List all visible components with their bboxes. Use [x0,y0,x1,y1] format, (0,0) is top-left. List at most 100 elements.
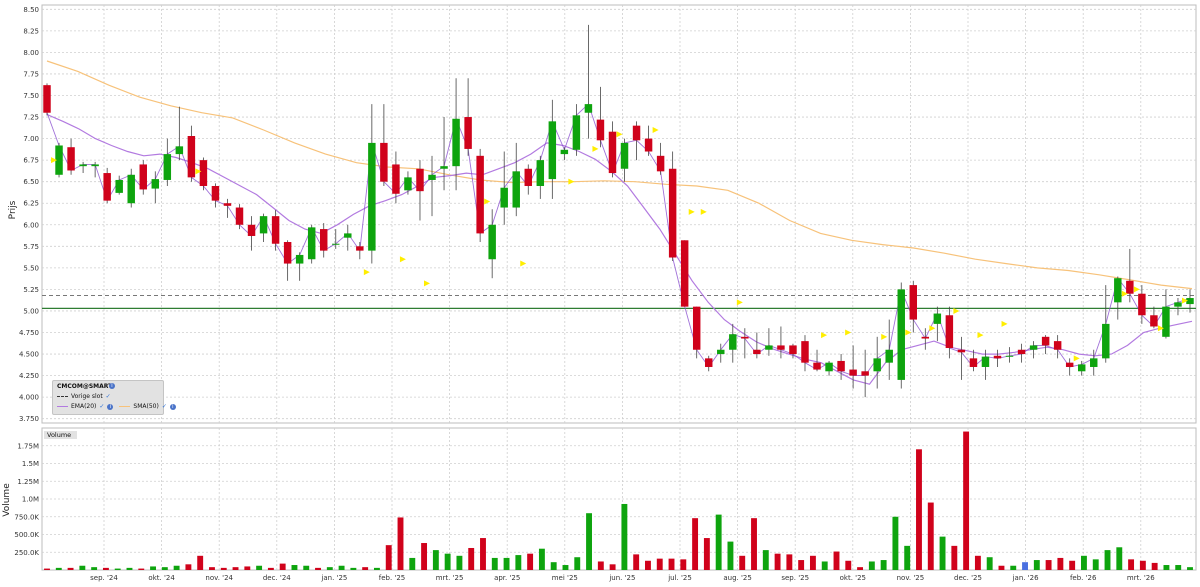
volume-bar [256,565,263,570]
volume-bar [692,518,699,570]
signal-marker [700,208,707,215]
price-y-tick: 6.50 [23,178,39,186]
volume-y-tick: 1.5M [22,460,39,468]
candle-body [488,224,496,260]
candle-body [1162,306,1170,337]
candle-body [777,345,785,350]
settings-icon[interactable]: i [107,403,114,410]
signal-marker [616,131,623,138]
volume-grid [41,427,1197,571]
volume-bar [562,565,569,570]
volume-bar [279,563,286,570]
candle-body [295,254,304,264]
candle-body [223,203,232,206]
price-y-tick: 8.50 [23,6,39,14]
candle-body [1102,323,1110,359]
candle-body [560,149,569,155]
signal-marker [1073,355,1080,362]
volume-bar [150,566,156,570]
info-icon[interactable]: i [109,383,115,389]
x-tick-label: okt. '25 [840,574,866,582]
volume-bar [338,565,345,570]
candle-body [151,179,160,189]
volume-bar [739,555,746,570]
volume-bar [656,558,663,570]
candle-body [969,358,978,367]
volume-bar [1022,562,1028,570]
volume-bar [1033,560,1040,570]
candle-body [235,207,244,225]
candle-body [813,362,821,370]
settings-icon[interactable]: i [169,403,176,410]
volume-bar [1175,565,1182,570]
price-y-tick: 7.00 [23,135,39,143]
x-tick-label: nov. '25 [897,574,925,582]
candle-body [789,345,797,355]
x-tick-label: sep. '25 [781,574,809,582]
candle-body [1126,280,1134,294]
signal-marker [929,325,936,332]
signal-marker [520,260,527,267]
candle-body [921,336,930,339]
price-y-tick: 8.25 [23,27,39,35]
check-icon[interactable]: ✓ [105,393,111,400]
volume-bar [892,516,899,570]
check-icon[interactable]: ✓ [161,403,167,410]
ema20-path [46,113,1193,385]
volume-bar [703,538,710,570]
check-icon[interactable]: ✓ [99,403,105,410]
x-tick-label: jun. '25 [608,574,635,582]
x-tick-label: okt. '24 [148,574,175,582]
volume-bar [845,560,852,570]
volume-bar [986,557,993,570]
signal-marker [1001,320,1008,327]
price-y-tick: 6.75 [23,157,39,165]
x-tick-label: mrt. '26 [1127,574,1155,582]
volume-bar [197,555,204,570]
volume-bar [857,567,864,570]
signal-marker [688,208,695,215]
volume-bar [185,564,192,570]
candle-body [163,154,172,180]
candle-body [656,155,665,172]
volume-bar [951,545,958,570]
candle-body [909,285,918,320]
candle-body [91,164,99,167]
volume-y-tick: 750.0K [14,513,39,521]
volume-bar [574,557,581,570]
candle-body [608,131,617,174]
legend-item-ema20[interactable]: EMA(20) ✓ i SMA(50) ✓ i [57,403,176,410]
volume-bar [621,503,628,570]
x-tick-label: feb. '25 [379,574,406,582]
candle-body [43,85,51,113]
volume-bar [998,565,1005,570]
volume-bar [1128,559,1135,570]
legend-item-previous-close[interactable]: Vorige slot ✓ [57,393,111,400]
candle-body [211,185,220,201]
volume-bar [1081,555,1087,570]
x-tick-label: aug. '25 [723,574,751,582]
candle-body [692,306,701,350]
volume-bar [1057,557,1064,570]
close-price-path [46,103,1191,377]
candle-body [753,349,761,355]
volume-bar [963,431,970,570]
candle-body [1041,336,1050,346]
candle-body [548,121,557,180]
price-axis-title: Prijs [8,200,18,219]
volume-bar [91,567,98,570]
legend: CMCOM@SMART i Vorige slot ✓ EMA(20) ✓ i … [52,380,176,415]
candle-body [1053,341,1062,350]
volume-bar [350,567,357,570]
candle-body [380,142,388,182]
price-y-tick: 6.00 [23,221,39,229]
candle-body [476,155,484,234]
candle-body [873,358,881,372]
x-tick-label: mei '25 [552,574,578,582]
dashed-line-icon [57,396,68,397]
candle-body [981,356,990,367]
volume-bar [809,555,816,570]
legend-label: Vorige slot [71,393,103,400]
candle-body [416,168,424,192]
candle-body [67,147,75,171]
